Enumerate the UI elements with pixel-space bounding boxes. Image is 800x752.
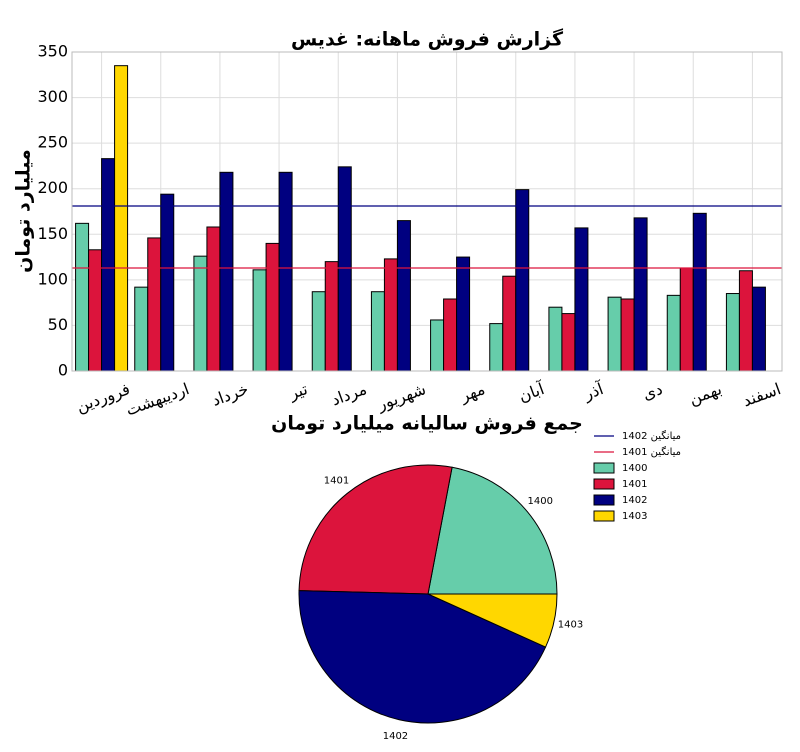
legend-swatch (593, 462, 615, 474)
bar (620, 298, 635, 372)
y-tick-label: 50 (48, 315, 68, 334)
pie-slice (298, 464, 453, 595)
legend-label: میانگین 1402 (622, 430, 681, 442)
legend-swatch (593, 510, 615, 522)
bar (396, 220, 411, 372)
x-tick-label: اردیبهشت (123, 379, 192, 420)
legend-swatch (593, 478, 615, 490)
bar (252, 269, 267, 372)
x-tick-label: مرداد (329, 379, 370, 410)
y-tick-label: 250 (37, 133, 68, 152)
pie-label: 1401 (324, 476, 349, 487)
y-tick-label: 150 (37, 224, 68, 243)
bar (311, 291, 326, 372)
bar (561, 313, 576, 372)
legend-label: 1403 (622, 511, 647, 522)
bar (147, 237, 162, 372)
plot-frame (71, 51, 783, 372)
y-tick-label: 100 (37, 269, 68, 288)
x-tick-label: خرداد (209, 379, 251, 411)
x-tick-label: فروردین (74, 379, 133, 417)
bar (114, 65, 129, 372)
bar (633, 217, 648, 372)
bar (692, 212, 707, 372)
pie-slice (427, 593, 558, 648)
y-tick-label: 300 (37, 87, 68, 106)
bar (502, 275, 517, 372)
x-tick-label: آذر (580, 379, 607, 405)
legend-label: 1402 (622, 495, 647, 506)
bar (101, 158, 116, 372)
bar (160, 193, 175, 372)
pie-label: 1403 (558, 620, 583, 631)
bar (607, 296, 622, 372)
bar (515, 189, 530, 372)
bar (679, 267, 694, 372)
bar (337, 166, 352, 372)
x-tick-label: تیر (286, 379, 311, 404)
bar (725, 293, 740, 372)
bar (370, 291, 385, 372)
x-tick-label: مهر (457, 379, 488, 407)
bar (666, 294, 681, 372)
legend-label: 1401 (622, 479, 647, 490)
x-tick-label: بهمن (686, 379, 724, 409)
chart-title: گزارش فروش ماهانه: غدیس (291, 28, 564, 51)
pie-label: 1400 (528, 496, 553, 507)
bar (219, 171, 234, 372)
legend-label: 1400 (622, 463, 647, 474)
y-axis-label: میلیارد تومان (13, 149, 35, 273)
y-tick-label: 0 (58, 361, 68, 380)
x-tick-label: شهریور (374, 379, 429, 415)
pie-slice (427, 466, 558, 595)
y-tick-label: 350 (37, 42, 68, 61)
x-tick-label: آبان (516, 379, 548, 406)
pie-label: 1402 (383, 731, 408, 742)
bar (265, 242, 280, 372)
pie-slice (298, 590, 547, 724)
bar (206, 226, 221, 372)
bar (574, 227, 589, 372)
bar (278, 171, 293, 372)
bar (456, 256, 471, 372)
x-tick-label: اسفند (740, 379, 783, 410)
bar (75, 222, 90, 372)
bar (751, 286, 766, 372)
legend-label: میانگین 1401 (622, 446, 681, 458)
bar (430, 319, 445, 372)
bar (738, 270, 753, 372)
bar (443, 298, 458, 372)
legend-swatch (593, 494, 615, 506)
bar (324, 261, 339, 372)
bar (489, 323, 504, 372)
bar (383, 258, 398, 372)
x-tick-label: دی (640, 379, 665, 404)
bar (548, 306, 563, 372)
bar (193, 255, 208, 372)
y-tick-label: 200 (37, 178, 68, 197)
pie-title: جمع فروش سالیانه میلیارد تومان (271, 413, 583, 435)
bar (134, 286, 149, 372)
